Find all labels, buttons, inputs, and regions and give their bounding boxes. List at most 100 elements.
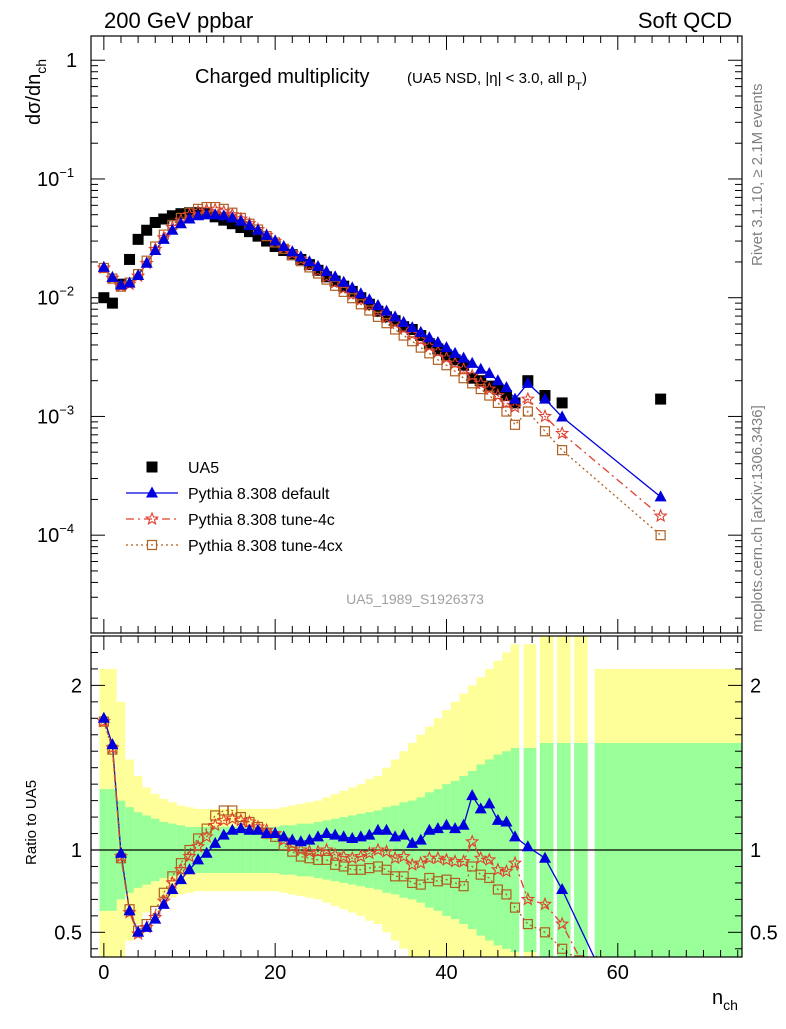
y-tick-label: 10−3 <box>37 402 74 428</box>
point-s0-44 <box>475 375 487 387</box>
ratio-point-s1-30 <box>353 849 368 863</box>
ratio-point-s0-33 <box>380 823 393 835</box>
x-tick-label: 60 <box>607 962 629 984</box>
ratio-point-s0-36 <box>406 836 419 848</box>
bin-gap <box>587 636 595 957</box>
ratio-y-tick-label: 2 <box>71 675 82 697</box>
x-tick-label: 40 <box>435 962 457 984</box>
ratio-point-s1-32 <box>370 842 386 857</box>
point-s1-52 <box>654 490 667 502</box>
ratio-point-s1-13 <box>208 817 223 832</box>
ratio-point-s0-11 <box>192 853 205 865</box>
watermark: UA5_1989_S1926373 <box>346 591 484 607</box>
y-axis-label-sub: ch <box>33 59 49 74</box>
point-s1-50 <box>538 392 551 404</box>
point-s0-4 <box>132 233 144 245</box>
ratio-y-tick-label-right: 1 <box>750 840 761 862</box>
ratio-point-s1-47 <box>499 863 514 878</box>
point-s1-33 <box>380 304 393 316</box>
point-s0-18 <box>252 230 264 242</box>
point-s1-48 <box>509 392 522 404</box>
ratio-point-s1-27 <box>327 847 343 862</box>
point-s1-25 <box>311 260 324 272</box>
point-s1-49 <box>521 376 534 388</box>
ratio-point-s2-48 <box>509 902 521 913</box>
ratio-point-s1-50 <box>537 896 553 911</box>
ratio-y-tick-label: 1 <box>71 840 82 862</box>
ratio-point-s2-52 <box>574 955 585 957</box>
point-s1-8 <box>166 223 179 235</box>
bin-gap <box>536 636 540 957</box>
ratio-point-s0-31 <box>363 828 376 840</box>
ratio-point-s0-4 <box>132 925 145 937</box>
ratio-point-s2-45 <box>484 872 495 884</box>
y-tick-label: 1 <box>66 50 77 72</box>
ratio-point-s1-15 <box>225 811 240 825</box>
ratio-point-s0-38 <box>423 823 436 835</box>
ratio-point-s2-50 <box>539 927 551 938</box>
point-s1-17 <box>243 219 256 231</box>
point-s3-47 <box>501 406 512 417</box>
ratio-point-s1-39 <box>430 850 446 865</box>
point-s1-45 <box>483 366 496 378</box>
point-s1-51 <box>556 410 569 422</box>
point-s0-1 <box>106 297 118 309</box>
ratio-y-label: Ratio to UA5 <box>23 780 40 865</box>
ratio-point-s1-21 <box>276 832 291 847</box>
legend-label-2: Pythia 8.308 tune-4c <box>188 512 335 529</box>
point-s3-39 <box>432 354 444 365</box>
ratio-point-s1-40 <box>439 852 454 866</box>
ratio-point-s0-39 <box>431 822 444 834</box>
point-s2-46 <box>490 388 506 402</box>
ratio-point-s0-35 <box>397 828 410 840</box>
y-tick-label: 10−2 <box>37 284 74 310</box>
ratio-point-s0-46 <box>491 813 504 825</box>
ratio-point-s0-41 <box>449 822 462 834</box>
ratio-point-s0-9 <box>174 873 187 885</box>
point-s2-44 <box>473 375 488 390</box>
point-s1-41 <box>449 346 462 358</box>
ratio-point-s0-30 <box>354 830 367 842</box>
ratio-point-s0-15 <box>226 823 239 835</box>
ratio-point-s0-40 <box>440 818 453 830</box>
point-s3-49 <box>522 406 533 417</box>
ratio-point-s1-12 <box>199 829 214 843</box>
ratio-point-s0-26 <box>320 827 333 839</box>
point-s3-48 <box>509 419 521 430</box>
point-s0-16 <box>235 222 247 234</box>
ratio-point-s2-33 <box>381 864 392 875</box>
point-s1-22 <box>286 245 299 257</box>
point-s1-39 <box>431 335 444 347</box>
ratio-point-s0-22 <box>286 833 299 845</box>
ratio-point-s2-8 <box>167 871 178 882</box>
ratio-point-s2-47 <box>501 889 512 900</box>
y-axis-label: dσ/dnch <box>23 59 49 125</box>
point-s1-20 <box>269 234 282 246</box>
point-s0-33 <box>381 311 393 323</box>
ratio-point-s0-49 <box>521 840 534 852</box>
header-right: Soft QCD <box>638 8 732 33</box>
point-s1-31 <box>363 293 376 305</box>
ratio-point-s0-45 <box>483 797 496 809</box>
ratio-point-s0-37 <box>414 833 427 845</box>
ratio-point-s1-37 <box>413 855 428 870</box>
ratio-point-s0-32 <box>371 823 384 835</box>
point-s1-34 <box>389 310 402 322</box>
ratio-y-tick-label: 0.5 <box>54 922 82 944</box>
ratio-point-s1-31 <box>362 845 377 860</box>
point-s2-43 <box>465 368 480 382</box>
main-panel: 1 10−1 10−2 10−3 10−4 Charged multiplicity (… <box>23 35 743 634</box>
x-axis-label-sub: ch <box>723 997 738 1013</box>
ratio-point-s0-27 <box>329 828 342 840</box>
point-s0-45 <box>483 380 495 392</box>
ratio-point-s0-19 <box>260 827 273 839</box>
ratio-point-s1-51 <box>554 916 570 931</box>
ratio-point-s0-5 <box>140 920 153 932</box>
point-s3-34 <box>389 324 401 335</box>
ratio-point-s0-24 <box>303 833 316 845</box>
ratio-point-s0-47 <box>500 815 513 827</box>
ratio-point-s0-12 <box>200 846 213 858</box>
ratio-point-s0-0 <box>97 711 110 723</box>
point-s1-12 <box>200 208 213 220</box>
